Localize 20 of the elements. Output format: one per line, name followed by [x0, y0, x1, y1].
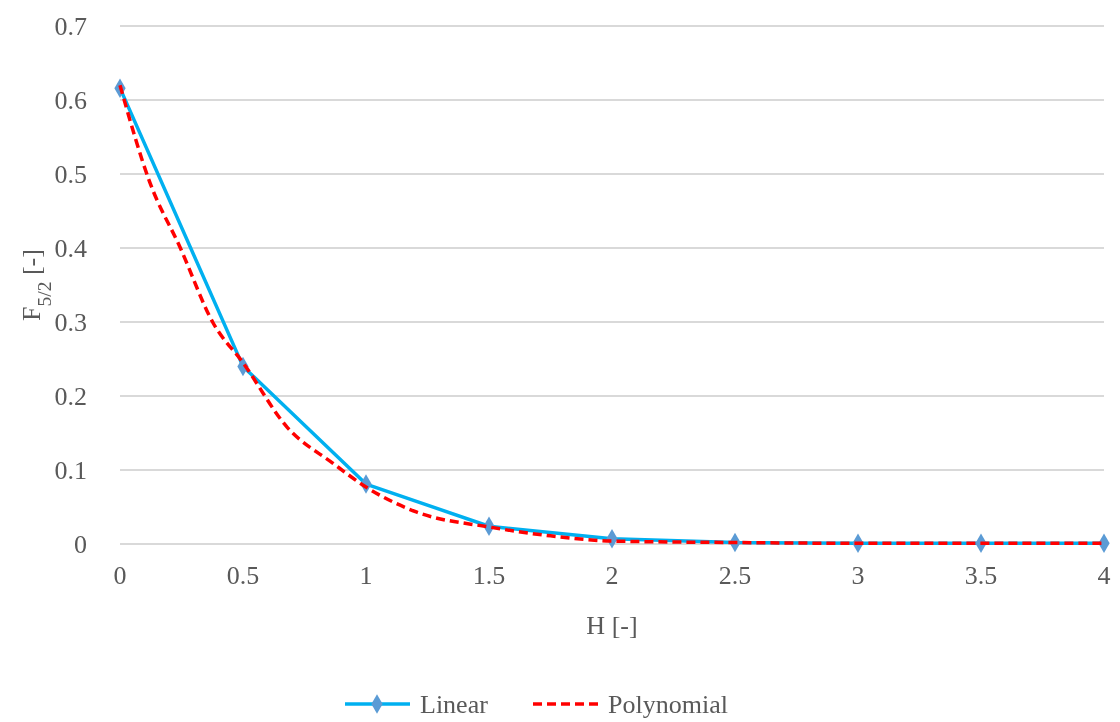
x-axis-title: H [-] [586, 611, 638, 640]
x-tick-label: 2.5 [718, 561, 752, 590]
y-tick-label: 0 [74, 530, 87, 560]
y-tick-label: 0.6 [54, 86, 87, 116]
y-tick-label: 0.7 [54, 12, 87, 42]
y-tick-label: 0.1 [54, 456, 87, 486]
y-tick-label: 0.2 [54, 382, 87, 412]
x-tick-label: 0.5 [226, 561, 260, 590]
y-tick-label: 0.4 [54, 234, 87, 264]
legend-label: Polynomial [608, 690, 728, 720]
x-tick-label: 1.5 [472, 561, 506, 590]
y-tick-label: 0.5 [54, 160, 87, 190]
x-tick-label: 2 [605, 561, 619, 590]
x-tick-label: 3 [851, 561, 865, 590]
x-tick-label: 0 [113, 561, 127, 590]
x-tick-label: 4 [1097, 561, 1111, 590]
y-tick-label: 0.3 [54, 308, 87, 338]
legend-label: Linear [420, 690, 489, 720]
x-tick-label: 1 [359, 561, 373, 590]
x-tick-label: 3.5 [964, 561, 998, 590]
